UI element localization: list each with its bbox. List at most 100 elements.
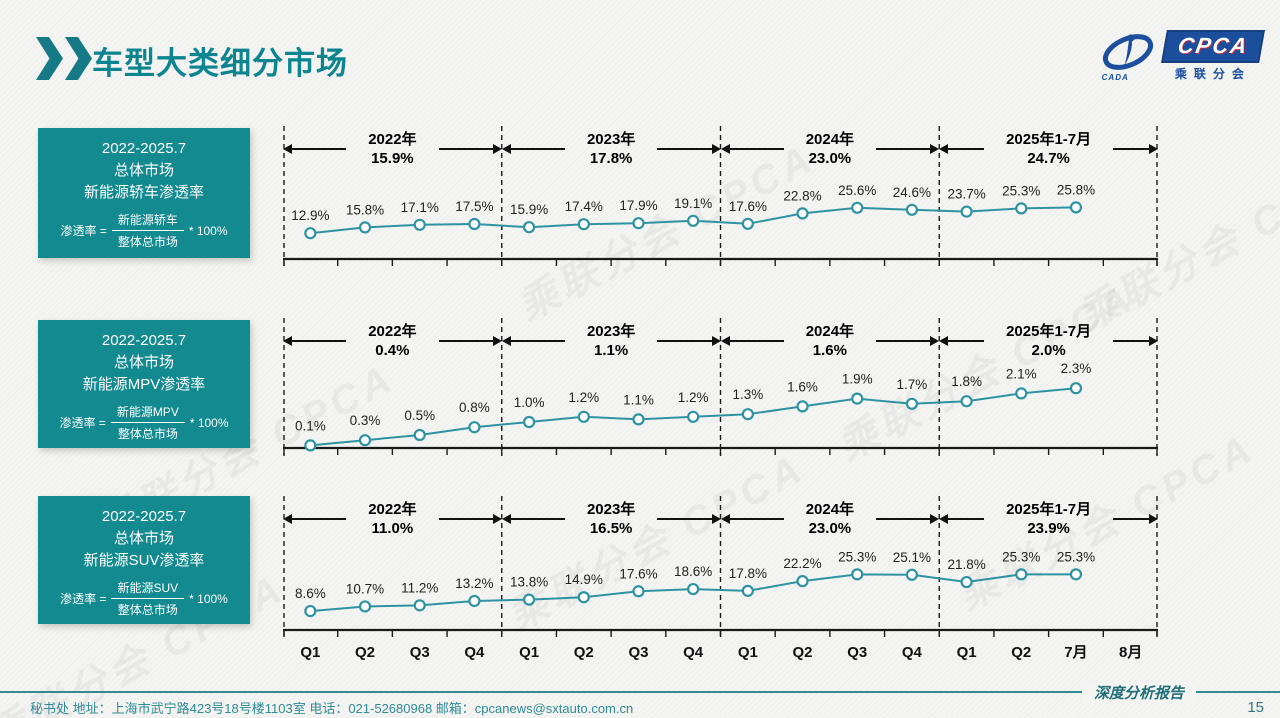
formula-lhs: 渗透率 = — [60, 224, 107, 238]
chart-info-box-mpv: 2022-2025.7 总体市场 新能源MPV渗透率 渗透率 = 新能源MPV … — [38, 320, 250, 448]
data-point — [577, 591, 590, 604]
year-segment: 2022年 11.0% — [283, 500, 502, 538]
formula-lhs: 渗透率 = — [59, 416, 106, 430]
cpca-wordmark: CPCA — [1160, 30, 1265, 63]
report-type-label: 深度分析报告 — [1082, 682, 1197, 703]
data-label: 0.5% — [404, 408, 435, 423]
data-label: 25.8% — [1057, 182, 1095, 197]
chart-sedan: 12.9% 15.8% 17.1% 17.5% 15.9% 17.4% 17.9% 19.1%… — [283, 126, 1158, 276]
box-market: 总体市场 — [113, 354, 174, 371]
data-point — [632, 413, 645, 426]
data-label: 0.3% — [350, 413, 381, 428]
data-label: 17.5% — [455, 199, 493, 214]
footer-divider — [0, 691, 1280, 693]
x-axis-label: Q4 — [464, 644, 485, 661]
box-metric: 新能源轿车渗透率 — [83, 184, 204, 201]
formula-denominator: 整体总市场 — [117, 427, 178, 441]
data-point — [1015, 568, 1028, 581]
span-arrow-right — [1113, 144, 1158, 154]
span-arrow-right — [657, 336, 721, 346]
x-axis-label: Q1 — [300, 644, 320, 661]
x-axis-label: 8月 — [1119, 644, 1142, 661]
data-label: 18.6% — [674, 564, 712, 579]
data-label: 1.0% — [514, 395, 545, 410]
segment-average: 23.0% — [808, 150, 852, 167]
data-label: 2.1% — [1006, 366, 1037, 381]
year-segment-headers: 2022年 15.9% 2023年 17.8% 2024年 23.0% 2025年1-7月 2… — [283, 130, 1158, 168]
year-segment: 2025年1-7月 2.0% — [939, 322, 1158, 360]
data-point — [796, 207, 809, 220]
year-segment: 2025年1-7月 24.7% — [939, 130, 1158, 168]
segment-year: 2022年 — [368, 501, 417, 518]
span-arrow-left — [283, 514, 347, 524]
formula: 渗透率 = 新能源轿车 整体总市场 * 100% — [42, 211, 246, 250]
year-segment: 2024年 23.0% — [720, 500, 940, 538]
cpca-subtitle: 乘联分会 — [1174, 67, 1251, 81]
arrowhead-left-icon — [501, 514, 511, 524]
segment-year: 2025年1-7月 — [1006, 323, 1092, 340]
arrowhead-left-icon — [720, 514, 730, 524]
span-arrow-right — [438, 336, 502, 346]
arrowhead-right-icon — [492, 336, 502, 346]
formula-rhs: * 100% — [189, 591, 228, 606]
data-label: 1.2% — [568, 390, 599, 405]
data-point — [577, 410, 590, 423]
span-arrow-right — [438, 144, 502, 154]
cpca-swoosh-icon: CADA — [1100, 30, 1160, 82]
box-market: 总体市场 — [113, 530, 174, 547]
segment-average: 17.8% — [589, 150, 633, 167]
chart-info-box-suv: 2022-2025.7 总体市场 新能源SUV渗透率 渗透率 = 新能源SUV … — [38, 496, 250, 624]
footer-contact: 秘书处 地址：上海市武宁路423号18号楼1103室 电话：021-526809… — [30, 701, 634, 716]
segment-average: 1.1% — [594, 342, 629, 359]
segment-average: 24.7% — [1027, 150, 1070, 167]
data-point — [304, 227, 317, 240]
data-point — [632, 217, 645, 230]
x-axis-label: Q4 — [902, 644, 923, 661]
x-axis-label: Q3 — [410, 644, 430, 661]
data-point — [304, 439, 317, 452]
year-segment: 2025年1-7月 23.9% — [939, 500, 1158, 538]
chart-suv: 8.6% 10.7% 11.2% 13.2% 13.8% 14.9% 17.6% 18.6% 1… — [283, 496, 1158, 674]
data-point — [522, 415, 536, 429]
data-label: 1.3% — [732, 387, 763, 402]
segment-average: 23.9% — [1027, 520, 1070, 537]
data-point — [632, 585, 645, 598]
segment-year: 2023年 — [586, 131, 636, 148]
data-point — [905, 568, 919, 581]
x-axis-label: Q2 — [355, 644, 375, 661]
data-label: 1.9% — [842, 372, 873, 387]
data-point — [1069, 568, 1083, 581]
data-point — [741, 217, 754, 230]
data-point — [851, 568, 864, 581]
span-arrow-right — [1113, 514, 1158, 524]
cada-caption: CADA — [1101, 73, 1129, 82]
data-point — [468, 594, 481, 608]
data-label: 25.3% — [838, 549, 876, 564]
data-label: 2.3% — [1061, 361, 1092, 376]
data-label: 17.6% — [729, 199, 767, 214]
title-chevron-icon — [36, 37, 94, 80]
arrowhead-left-icon — [501, 336, 511, 346]
data-label: 13.8% — [510, 575, 548, 590]
data-point — [577, 218, 590, 231]
data-label: 13.2% — [455, 576, 493, 591]
data-label: 14.9% — [565, 572, 603, 587]
x-axis-label: Q2 — [793, 644, 813, 661]
arrowhead-left-icon — [720, 336, 730, 346]
formula-numerator: 新能源轿车 — [111, 211, 184, 231]
segment-year: 2025年1-7月 — [1006, 131, 1092, 148]
span-arrow-left — [720, 144, 784, 154]
year-segment: 2023年 1.1% — [501, 322, 721, 360]
data-point — [413, 218, 426, 231]
data-label: 17.6% — [619, 566, 657, 581]
span-arrow-left — [501, 144, 565, 154]
box-metric: 新能源MPV渗透率 — [82, 376, 206, 393]
data-point — [741, 584, 754, 597]
x-axis-label: Q1 — [957, 644, 977, 661]
span-arrow-right — [876, 144, 940, 154]
data-label: 15.9% — [510, 202, 548, 217]
data-label: 0.8% — [459, 400, 490, 415]
data-label: 17.8% — [729, 566, 767, 581]
data-point — [468, 217, 481, 231]
